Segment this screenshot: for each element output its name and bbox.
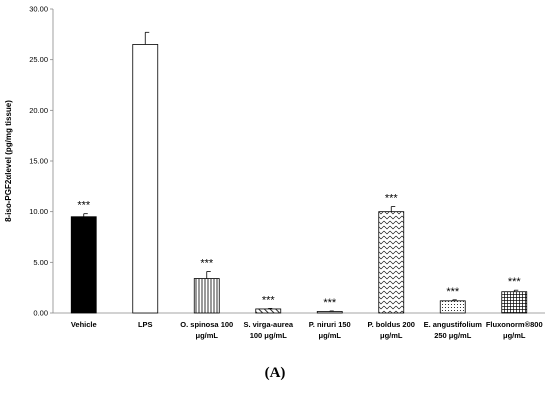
y-tick-label: 10.00: [29, 207, 48, 216]
bar: [255, 308, 282, 314]
category-label: P. boldus 200: [368, 320, 415, 329]
bar: [501, 291, 528, 314]
y-tick-label: 20.00: [29, 106, 48, 115]
significance-label: ***: [200, 257, 214, 269]
category-label: Vehicle: [71, 320, 97, 329]
bar: [378, 211, 405, 314]
y-axis-label: 8-iso-PGF2αlevel (pg/mg tissue): [4, 100, 13, 222]
bar: [316, 311, 343, 314]
significance-label: ***: [262, 294, 276, 306]
category-label: 250 μg/mL: [434, 331, 472, 340]
category-label: S. virga-aurea: [243, 320, 293, 329]
category-label: 100 μg/mL: [250, 331, 288, 340]
category-label: μg/mL: [503, 331, 526, 340]
y-tick-label: 5.00: [33, 258, 48, 267]
category-label: μg/mL: [380, 331, 403, 340]
significance-label: ***: [508, 276, 522, 288]
y-tick-label: 25.00: [29, 55, 48, 64]
category-label: E. angustifolium: [424, 320, 483, 329]
error-bars: [83, 31, 519, 312]
panel-label: (A): [264, 365, 286, 381]
bar: [70, 216, 97, 314]
significance-label: ***: [77, 200, 91, 212]
significance-label: ***: [385, 193, 399, 205]
significance-label: ***: [446, 286, 460, 298]
category-label: μg/mL: [195, 331, 218, 340]
bar: [132, 44, 159, 314]
significance-labels: *** *** *** *** *** *** ***: [77, 193, 521, 309]
category-label: P. niruri 150: [309, 320, 351, 329]
y-tick-label: 15.00: [29, 157, 48, 166]
category-label: LPS: [138, 320, 153, 329]
bar: [193, 278, 220, 314]
y-tick-label: 0.00: [33, 309, 48, 318]
category-labels: Vehicle LPS O. spinosa 100 μg/mL S. virga-au…: [71, 320, 543, 340]
category-label: O. spinosa 100: [180, 320, 233, 329]
y-tick-label: 30.00: [29, 5, 48, 14]
significance-label: ***: [323, 297, 337, 309]
bars: [70, 44, 528, 314]
bar: [439, 300, 466, 314]
y-axis: 0.00 5.00 10.00 15.00 20.00 25.00 30.00: [29, 5, 54, 318]
category-label: μg/mL: [318, 331, 341, 340]
category-label: Fluxonorm®800: [486, 320, 543, 329]
